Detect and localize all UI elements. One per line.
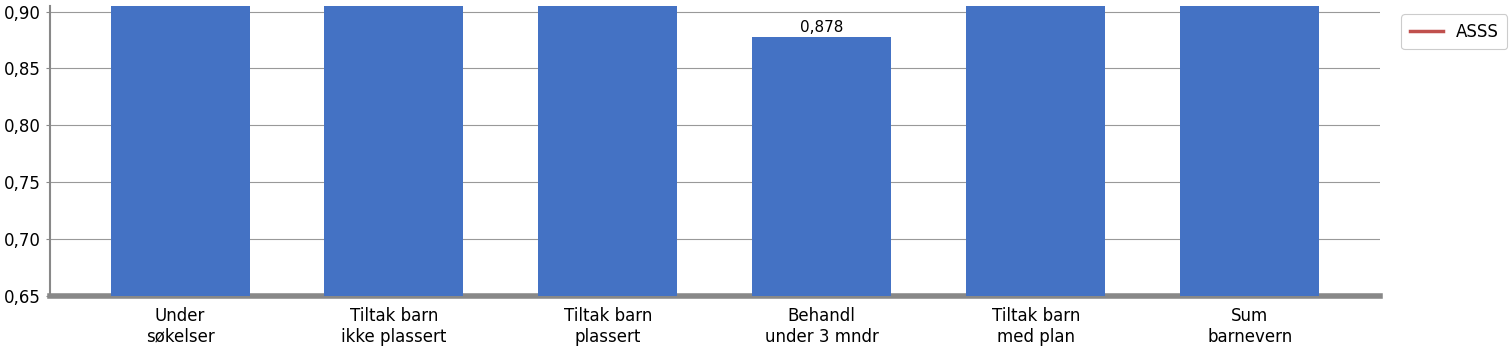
Legend: ASSS: ASSS — [1401, 14, 1507, 49]
Bar — [1181, 0, 1320, 296]
Bar — [752, 37, 891, 296]
Text: 0,878: 0,878 — [800, 20, 844, 35]
Bar — [966, 0, 1105, 296]
Bar — [325, 0, 464, 296]
Bar — [110, 0, 249, 296]
Bar — [539, 0, 678, 296]
